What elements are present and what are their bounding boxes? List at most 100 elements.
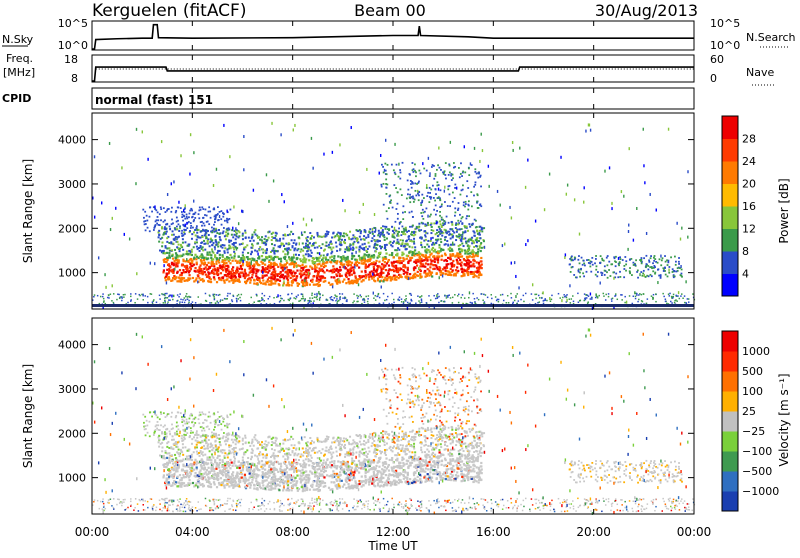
echo-pixel	[468, 223, 470, 225]
echo-pixel	[336, 283, 338, 285]
echo-pixel	[351, 126, 352, 129]
echo-pixel	[257, 257, 259, 259]
echo-pixel	[229, 262, 231, 264]
echo-pixel	[225, 238, 227, 240]
echo-pixel	[354, 266, 355, 269]
echo-pixel	[267, 267, 269, 269]
echo-pixel	[378, 230, 380, 232]
echo-pixel	[333, 232, 335, 234]
echo-pixel	[222, 216, 224, 218]
echo-pixel	[240, 300, 242, 302]
echo-pixel	[415, 171, 417, 173]
echo-pixel	[415, 175, 417, 177]
echo-pixel	[391, 261, 393, 263]
echo-pixel	[426, 184, 427, 187]
echo-pixel	[206, 252, 208, 254]
echo-pixel	[112, 217, 113, 220]
echo-pixel	[98, 256, 99, 259]
echo-pixel	[435, 214, 437, 216]
echo-pixel	[456, 231, 458, 233]
echo-pixel	[409, 201, 411, 203]
echo-pixel	[350, 247, 351, 250]
echo-pixel	[460, 240, 462, 242]
echo-pixel	[289, 249, 291, 251]
echo-pixel	[482, 300, 484, 302]
echo-pixel	[437, 466, 439, 468]
nave-tick-top: 60	[710, 53, 724, 66]
echo-pixel	[421, 246, 423, 248]
echo-pixel	[654, 273, 656, 275]
echo-pixel	[460, 220, 462, 222]
echo-pixel	[393, 169, 395, 171]
echo-pixel	[672, 268, 674, 270]
echo-pixel	[346, 276, 348, 278]
echo-pixel	[292, 222, 293, 225]
echo-pixel	[302, 284, 304, 286]
echo-pixel	[314, 294, 316, 296]
echo-pixel	[171, 234, 173, 236]
echo-pixel	[193, 200, 194, 203]
echo-pixel	[183, 209, 184, 212]
echo-pixel	[194, 254, 196, 256]
echo-pixel	[233, 460, 235, 462]
echo-pixel	[417, 295, 419, 297]
echo-pixel	[340, 262, 342, 264]
echo-pixel	[275, 235, 277, 237]
echo-pixel	[204, 249, 206, 251]
echo-pixel	[337, 300, 339, 302]
echo-pixel	[434, 258, 436, 260]
echo-pixel	[425, 467, 427, 469]
echo-pixel	[198, 247, 200, 249]
echo-pixel	[247, 479, 249, 481]
beam-title: Beam 00	[354, 1, 426, 20]
echo-pixel	[635, 296, 637, 298]
echo-pixel	[231, 256, 233, 258]
echo-pixel	[268, 261, 270, 263]
echo-pixel	[253, 231, 255, 233]
echo-pixel	[401, 194, 403, 196]
echo-pixel	[193, 231, 195, 233]
echo-pixel	[156, 219, 158, 221]
echo-pixel	[537, 302, 539, 304]
echo-pixel	[686, 302, 688, 304]
echo-pixel	[488, 165, 489, 168]
echo-pixel	[209, 266, 211, 268]
echo-pixel	[398, 176, 400, 178]
echo-pixel	[406, 240, 408, 242]
echo-pixel	[461, 189, 463, 191]
echo-pixel	[184, 218, 186, 220]
echo-pixel	[570, 271, 572, 273]
colorbar-cell	[722, 274, 738, 297]
echo-pixel	[510, 293, 512, 295]
echo-pixel	[476, 297, 478, 299]
echo-pixel	[283, 257, 285, 259]
echo-pixel	[166, 293, 168, 295]
echo-pixel	[614, 260, 616, 262]
echo-pixel	[461, 261, 463, 263]
echo-pixel	[523, 301, 525, 303]
echo-pixel	[261, 277, 263, 279]
echo-pixel	[500, 204, 501, 207]
echo-pixel	[160, 208, 162, 210]
echo-pixel	[368, 276, 370, 278]
echo-pixel	[422, 162, 423, 165]
echo-pixel	[431, 226, 433, 228]
echo-pixel	[443, 301, 445, 303]
echo-pixel	[455, 222, 457, 224]
echo-pixel	[570, 302, 572, 304]
echo-pixel	[286, 471, 288, 473]
echo-pixel	[300, 300, 302, 302]
echo-pixel	[402, 242, 404, 244]
echo-pixel	[585, 294, 587, 296]
echo-pixel	[511, 262, 512, 265]
echo-pixel	[294, 248, 296, 250]
echo-pixel	[474, 184, 476, 186]
echo-pixel	[201, 278, 203, 280]
echo-pixel	[342, 293, 344, 295]
echo-pixel	[356, 295, 358, 297]
echo-pixel	[271, 236, 273, 238]
echo-pixel	[236, 235, 238, 237]
echo-pixel	[239, 297, 241, 299]
echo-pixel	[589, 124, 590, 127]
echo-pixel	[596, 275, 598, 277]
